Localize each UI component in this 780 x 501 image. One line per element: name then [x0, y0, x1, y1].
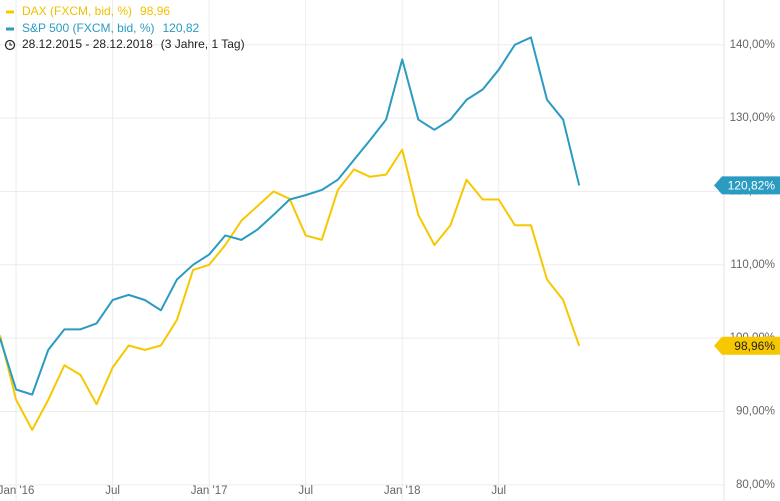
- legend-value: 120,82: [163, 21, 200, 35]
- end-label: 120,82%: [728, 179, 776, 193]
- range-note: (3 Jahre, 1 Tag): [161, 37, 245, 51]
- x-tick-label: Jan '18: [384, 485, 421, 497]
- legend-label: S&P 500 (FXCM, bid, %): [22, 21, 155, 35]
- legend-label: DAX (FXCM, bid, %): [22, 4, 132, 18]
- y-tick-label: 110,00%: [730, 259, 775, 271]
- x-tick-label: Jul: [298, 485, 313, 497]
- legend-value: 98,96: [140, 4, 170, 18]
- x-tick-label: Jul: [491, 485, 506, 497]
- y-tick-label: 90,00%: [736, 406, 775, 418]
- end-tag: [714, 176, 780, 195]
- date-range: 28.12.2015 - 28.12.2018: [22, 37, 153, 51]
- y-tick-label: 140,00%: [730, 39, 775, 51]
- end-tag: [714, 336, 780, 355]
- x-tick-label: Jan '17: [191, 485, 228, 497]
- x-tick-label: Jul: [105, 485, 120, 497]
- grid: [0, 0, 725, 501]
- x-tick-label: Jan '16: [0, 485, 34, 497]
- y-tick-label: 130,00%: [730, 112, 775, 124]
- series-line: [0, 36, 581, 396]
- end-label: 98,96%: [734, 339, 775, 353]
- clock-icon: [4, 39, 16, 51]
- y-tick-label: 80,00%: [736, 479, 775, 491]
